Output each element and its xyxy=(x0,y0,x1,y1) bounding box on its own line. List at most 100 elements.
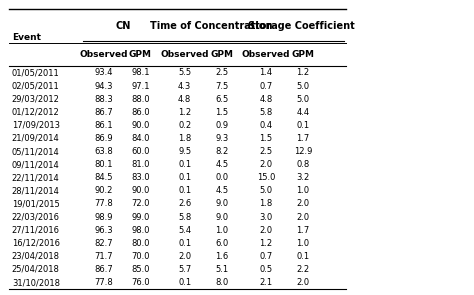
Text: 9.0: 9.0 xyxy=(215,212,228,222)
Text: 0.1: 0.1 xyxy=(178,186,191,195)
Text: 3.0: 3.0 xyxy=(259,212,273,222)
Text: 77.8: 77.8 xyxy=(94,199,113,209)
Text: 0.9: 0.9 xyxy=(215,121,228,130)
Text: 17/09/2013: 17/09/2013 xyxy=(12,121,60,130)
Text: 5.4: 5.4 xyxy=(178,226,191,235)
Text: 6.5: 6.5 xyxy=(215,95,228,104)
Text: 98.0: 98.0 xyxy=(131,226,150,235)
Text: 0.2: 0.2 xyxy=(178,121,191,130)
Text: 5.0: 5.0 xyxy=(297,95,310,104)
Text: 5.0: 5.0 xyxy=(259,186,273,195)
Text: 1.5: 1.5 xyxy=(259,134,273,143)
Text: 31/10/2018: 31/10/2018 xyxy=(12,278,60,287)
Text: 1.4: 1.4 xyxy=(259,68,273,77)
Text: 3.2: 3.2 xyxy=(296,173,310,182)
Text: CN: CN xyxy=(115,21,130,31)
Text: 5.0: 5.0 xyxy=(297,81,310,91)
Text: 2.5: 2.5 xyxy=(259,147,273,156)
Text: 0.1: 0.1 xyxy=(297,121,310,130)
Text: 5.7: 5.7 xyxy=(178,265,191,274)
Text: 1.8: 1.8 xyxy=(259,199,273,209)
Text: 5.8: 5.8 xyxy=(178,212,191,222)
Text: Observed: Observed xyxy=(160,50,209,59)
Text: 94.3: 94.3 xyxy=(94,81,112,91)
Text: 86.7: 86.7 xyxy=(94,265,113,274)
Text: 05/11/2014: 05/11/2014 xyxy=(12,147,60,156)
Text: 0.7: 0.7 xyxy=(259,81,273,91)
Text: 2.0: 2.0 xyxy=(297,212,310,222)
Text: 86.7: 86.7 xyxy=(94,108,113,117)
Text: 0.0: 0.0 xyxy=(215,173,228,182)
Text: 90.0: 90.0 xyxy=(131,186,150,195)
Text: 2.1: 2.1 xyxy=(259,278,273,287)
Text: 9.5: 9.5 xyxy=(178,147,191,156)
Text: 6.0: 6.0 xyxy=(215,239,228,248)
Text: 01/12/2012: 01/12/2012 xyxy=(12,108,60,117)
Text: 86.1: 86.1 xyxy=(94,121,113,130)
Text: 12.9: 12.9 xyxy=(294,147,312,156)
Text: 82.7: 82.7 xyxy=(94,239,113,248)
Text: 84.5: 84.5 xyxy=(94,173,112,182)
Text: 60.0: 60.0 xyxy=(131,147,150,156)
Text: 0.4: 0.4 xyxy=(259,121,273,130)
Text: 7.5: 7.5 xyxy=(215,81,228,91)
Text: GPM: GPM xyxy=(292,50,315,59)
Text: 5.1: 5.1 xyxy=(215,265,228,274)
Text: 19/01/2015: 19/01/2015 xyxy=(12,199,60,209)
Text: 22/03/2016: 22/03/2016 xyxy=(12,212,60,222)
Text: 1.0: 1.0 xyxy=(215,226,228,235)
Text: 0.7: 0.7 xyxy=(259,252,273,261)
Text: 16/12/2016: 16/12/2016 xyxy=(12,239,60,248)
Text: 4.8: 4.8 xyxy=(259,95,273,104)
Text: 83.0: 83.0 xyxy=(131,173,150,182)
Text: Observed: Observed xyxy=(242,50,290,59)
Text: 84.0: 84.0 xyxy=(131,134,150,143)
Text: 27/11/2016: 27/11/2016 xyxy=(12,226,60,235)
Text: 98.9: 98.9 xyxy=(94,212,112,222)
Text: 8.2: 8.2 xyxy=(215,147,228,156)
Text: 2.5: 2.5 xyxy=(215,68,228,77)
Text: 4.5: 4.5 xyxy=(215,160,228,169)
Text: 0.5: 0.5 xyxy=(259,265,273,274)
Text: 77.8: 77.8 xyxy=(94,278,113,287)
Text: 0.8: 0.8 xyxy=(296,160,310,169)
Text: 2.0: 2.0 xyxy=(259,226,273,235)
Text: 96.3: 96.3 xyxy=(94,226,113,235)
Text: 80.0: 80.0 xyxy=(131,239,150,248)
Text: 98.1: 98.1 xyxy=(131,68,150,77)
Text: 01/05/2011: 01/05/2011 xyxy=(12,68,60,77)
Text: 97.1: 97.1 xyxy=(131,81,150,91)
Text: 2.6: 2.6 xyxy=(178,199,191,209)
Text: 2.0: 2.0 xyxy=(297,199,310,209)
Text: 1.2: 1.2 xyxy=(297,68,310,77)
Text: 72.0: 72.0 xyxy=(131,199,150,209)
Text: GPM: GPM xyxy=(210,50,233,59)
Text: 1.0: 1.0 xyxy=(297,239,310,248)
Text: 0.1: 0.1 xyxy=(178,160,191,169)
Text: 80.1: 80.1 xyxy=(94,160,112,169)
Text: 02/05/2011: 02/05/2011 xyxy=(12,81,60,91)
Text: 63.8: 63.8 xyxy=(94,147,113,156)
Text: 81.0: 81.0 xyxy=(131,160,150,169)
Text: 8.0: 8.0 xyxy=(215,278,228,287)
Text: 86.0: 86.0 xyxy=(131,108,150,117)
Text: 71.7: 71.7 xyxy=(94,252,113,261)
Text: 5.5: 5.5 xyxy=(178,68,191,77)
Text: 4.4: 4.4 xyxy=(297,108,310,117)
Text: 15.0: 15.0 xyxy=(257,173,275,182)
Text: 88.0: 88.0 xyxy=(131,95,150,104)
Text: 85.0: 85.0 xyxy=(131,265,150,274)
Text: 86.9: 86.9 xyxy=(94,134,113,143)
Text: 93.4: 93.4 xyxy=(94,68,112,77)
Text: 23/04/2018: 23/04/2018 xyxy=(12,252,60,261)
Text: 29/03/2012: 29/03/2012 xyxy=(12,95,60,104)
Text: 70.0: 70.0 xyxy=(131,252,150,261)
Text: Time of Concentration: Time of Concentration xyxy=(150,21,272,31)
Text: 1.7: 1.7 xyxy=(296,134,310,143)
Text: 1.2: 1.2 xyxy=(178,108,191,117)
Text: 76.0: 76.0 xyxy=(131,278,150,287)
Text: 1.8: 1.8 xyxy=(178,134,191,143)
Text: 2.0: 2.0 xyxy=(178,252,191,261)
Text: 21/09/2014: 21/09/2014 xyxy=(12,134,60,143)
Text: 09/11/2014: 09/11/2014 xyxy=(12,160,60,169)
